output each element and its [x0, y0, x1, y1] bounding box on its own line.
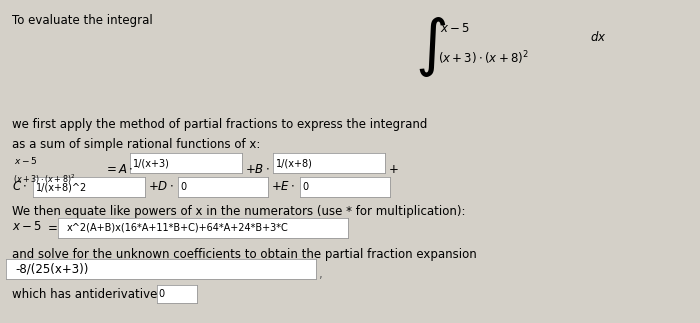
Text: $=$: $=$	[45, 220, 58, 233]
Text: 0: 0	[181, 182, 187, 192]
Text: $= A\cdot$: $= A\cdot$	[104, 163, 133, 176]
Text: 1/(x+8): 1/(x+8)	[276, 158, 313, 168]
Text: $\int$: $\int$	[415, 15, 446, 79]
Text: 1/(x+8)^2: 1/(x+8)^2	[36, 182, 88, 192]
Text: $(x+3)\cdot(x+8)^2$: $(x+3)\cdot(x+8)^2$	[13, 173, 76, 186]
Text: $x-5$: $x-5$	[440, 22, 470, 35]
Text: $C\cdot$: $C\cdot$	[12, 180, 27, 193]
Text: We then equate like powers of x in the numerators (use * for multiplication):: We then equate like powers of x in the n…	[12, 205, 466, 218]
Text: $+B\cdot$: $+B\cdot$	[245, 163, 270, 176]
Text: as a sum of simple rational functions of x:: as a sum of simple rational functions of…	[12, 138, 260, 151]
Text: $x-5$: $x-5$	[12, 220, 42, 233]
Text: $+E\cdot$: $+E\cdot$	[271, 180, 295, 193]
Text: $+$: $+$	[388, 163, 398, 176]
Text: 1/(x+3): 1/(x+3)	[134, 158, 170, 168]
Text: $x-5$: $x-5$	[14, 155, 38, 166]
Text: $+D\cdot$: $+D\cdot$	[148, 180, 174, 193]
Text: 0: 0	[302, 182, 309, 192]
Text: and solve for the unknown coefficients to obtain the partial fraction expansion: and solve for the unknown coefficients t…	[12, 248, 477, 261]
Text: $dx$: $dx$	[590, 30, 606, 44]
Text: -8/(25(x+3)): -8/(25(x+3))	[15, 263, 89, 276]
Text: To evaluate the integral: To evaluate the integral	[12, 14, 153, 27]
Text: which has antiderivative: which has antiderivative	[12, 288, 158, 301]
Text: $(x + 3) \cdot (x + 8)^2$: $(x + 3) \cdot (x + 8)^2$	[438, 49, 529, 67]
Text: ,: ,	[318, 268, 322, 281]
Text: 0: 0	[158, 289, 164, 299]
Text: x^2(A+B)x(16*A+11*B+C)+64*A+24*B+3*C: x^2(A+B)x(16*A+11*B+C)+64*A+24*B+3*C	[66, 223, 288, 233]
Text: we first apply the method of partial fractions to express the integrand: we first apply the method of partial fra…	[12, 118, 428, 131]
